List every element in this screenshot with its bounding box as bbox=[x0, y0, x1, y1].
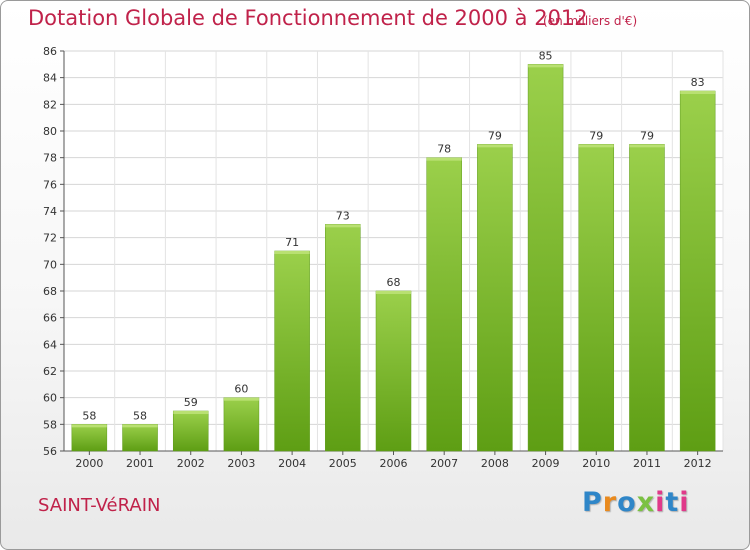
x-tick-label: 2001 bbox=[126, 457, 154, 470]
data-label: 73 bbox=[336, 209, 350, 222]
logo-letter: t bbox=[665, 487, 680, 518]
y-tick-label: 60 bbox=[43, 392, 57, 405]
data-label: 79 bbox=[488, 129, 502, 142]
data-label: 60 bbox=[234, 383, 248, 396]
bar-highlight bbox=[173, 411, 209, 414]
logo-letter: x bbox=[636, 487, 656, 518]
logo-letter: i bbox=[655, 487, 666, 518]
data-label: 59 bbox=[184, 396, 198, 409]
proxiti-logo[interactable]: Proxiti bbox=[582, 487, 690, 518]
y-tick-label: 58 bbox=[43, 418, 57, 431]
bar bbox=[223, 397, 260, 452]
bar bbox=[578, 144, 615, 452]
y-tick-label: 68 bbox=[43, 285, 57, 298]
y-tick-label: 70 bbox=[43, 258, 57, 271]
bar-layer bbox=[71, 64, 716, 452]
bar-highlight bbox=[325, 224, 361, 228]
bar-highlight bbox=[426, 157, 462, 161]
x-tick-label: 2011 bbox=[633, 457, 661, 470]
bar bbox=[629, 144, 665, 452]
bar-highlight bbox=[578, 144, 614, 148]
data-label: 85 bbox=[539, 49, 553, 62]
label-layer: 58 2000 58 2001 59 2002 60 2003 71 2004 73 2005 68 20… bbox=[75, 49, 711, 470]
x-tick-label: 2008 bbox=[481, 457, 509, 470]
bar bbox=[527, 64, 564, 452]
data-label: 79 bbox=[640, 129, 654, 142]
x-tick-label: 2006 bbox=[380, 457, 408, 470]
x-tick-label: 2007 bbox=[430, 457, 458, 470]
data-label: 68 bbox=[387, 276, 401, 289]
bar-highlight bbox=[477, 144, 513, 148]
bar bbox=[477, 144, 513, 452]
bar bbox=[426, 157, 462, 452]
bar bbox=[679, 90, 716, 452]
bar-highlight bbox=[528, 64, 564, 68]
bar bbox=[122, 424, 158, 452]
data-label: 58 bbox=[82, 409, 96, 422]
x-tick-label: 2000 bbox=[75, 457, 103, 470]
bar-highlight bbox=[223, 397, 259, 401]
bar bbox=[274, 250, 310, 452]
logo-letter: r bbox=[602, 487, 618, 518]
y-tick-label: 78 bbox=[43, 152, 57, 165]
x-tick-label: 2003 bbox=[227, 457, 255, 470]
x-tick-label: 2010 bbox=[582, 457, 610, 470]
bar-highlight bbox=[680, 91, 716, 94]
y-tick-label: 86 bbox=[43, 45, 57, 58]
y-tick-label: 84 bbox=[43, 72, 57, 85]
data-label: 71 bbox=[285, 236, 299, 249]
bar-highlight bbox=[274, 251, 310, 254]
data-label: 79 bbox=[589, 129, 603, 142]
y-tick-label: 62 bbox=[43, 365, 57, 378]
commune-name: SAINT-VéRAIN bbox=[38, 495, 161, 516]
x-tick-label: 2002 bbox=[177, 457, 205, 470]
y-tick-label: 82 bbox=[43, 98, 57, 111]
bar-highlight bbox=[376, 291, 411, 294]
y-tick-label: 64 bbox=[43, 338, 57, 351]
bar bbox=[325, 224, 361, 452]
data-label: 58 bbox=[133, 409, 147, 422]
y-tick-label: 72 bbox=[43, 232, 57, 245]
chart-subtitle: (en milliers d'€) bbox=[543, 14, 638, 28]
logo-letter: o bbox=[617, 487, 637, 518]
data-label: 83 bbox=[691, 76, 705, 89]
y-tick-label: 76 bbox=[43, 178, 57, 191]
x-tick-label: 2009 bbox=[532, 457, 560, 470]
x-tick-label: 2012 bbox=[684, 457, 712, 470]
bar bbox=[71, 424, 108, 452]
y-tick-label: 74 bbox=[43, 205, 57, 218]
x-tick-label: 2004 bbox=[278, 457, 306, 470]
y-tick-label: 66 bbox=[43, 312, 57, 325]
x-tick-label: 2005 bbox=[329, 457, 357, 470]
bar-highlight bbox=[122, 424, 158, 428]
chart-title: Dotation Globale de Fonctionnement de 20… bbox=[28, 6, 588, 30]
logo-letter: i bbox=[679, 487, 690, 518]
bar-highlight bbox=[629, 144, 665, 148]
bar-highlight bbox=[71, 424, 107, 428]
bar bbox=[375, 290, 412, 452]
y-tick-label: 56 bbox=[43, 445, 57, 458]
bar bbox=[172, 410, 209, 452]
y-tick-label: 80 bbox=[43, 125, 57, 138]
logo-letter: P bbox=[582, 487, 603, 518]
data-label: 78 bbox=[437, 143, 451, 156]
